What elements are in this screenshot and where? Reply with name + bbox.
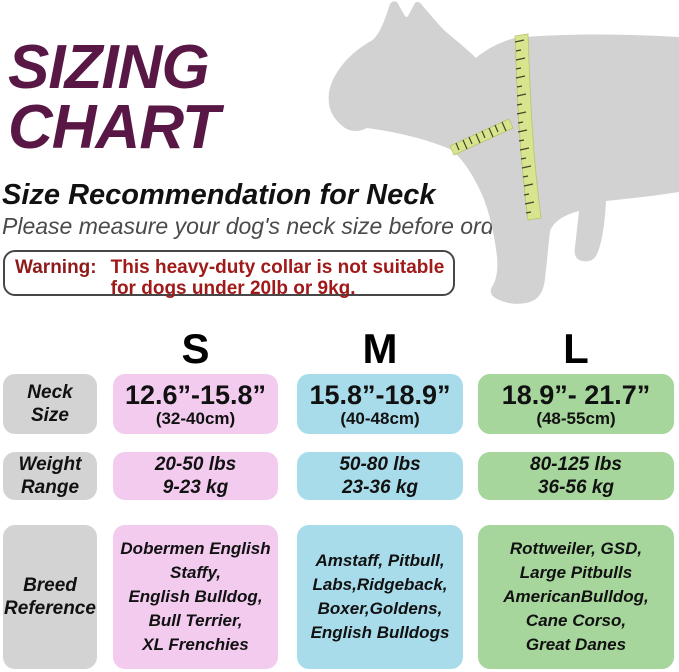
neck-size-row: Neck Size 12.6”-15.8” (32-40cm) 15.8”-18… [3, 374, 676, 434]
measuring-tape-vertical [514, 33, 542, 221]
neck-inches-m: 15.8”-18.9” [309, 379, 451, 410]
breed-cell-m: Amstaff, Pitbull, Labs,Ridgeback, Boxer,… [297, 525, 463, 669]
breed-cell-l: Rottweiler, GSD, Large Pitbulls American… [478, 525, 674, 669]
weight-lbs-l: 80-125 lbs [530, 454, 622, 475]
weight-lbs-s: 20-50 lbs [154, 454, 237, 475]
measuring-tape-diagonal-ticks [455, 121, 507, 151]
neck-inches-l: 18.9”- 21.7” [501, 379, 651, 410]
size-header-s: S [181, 325, 210, 372]
neck-inches-s: 12.6”-15.8” [124, 379, 267, 410]
header-spacer [3, 328, 97, 370]
weight-cell-l: 80-125 lbs 36-56 kg [478, 452, 674, 500]
row-label-breed-reference: Breed Reference [3, 525, 97, 669]
breed-cell-s: Dobermen English Staffy, English Bulldog… [113, 525, 278, 669]
warning-text: This heavy-duty collar is not suitable f… [110, 257, 445, 299]
weight-kg-m: 23-36 kg [341, 477, 419, 498]
neck-cm-s: (32-40cm) [155, 408, 236, 428]
breed-list-m: Amstaff, Pitbull, Labs,Ridgeback, Boxer,… [310, 551, 450, 642]
row-label-neck-size: Neck Size [3, 374, 97, 434]
sizing-table: S M L Neck Size 12.6”-15.8” (32-40cm) 15… [3, 328, 676, 669]
weight-kg-s: 9-23 kg [162, 477, 229, 498]
warning-label: Warning: [15, 257, 97, 278]
measure-note: Please measure your dog's neck size befo… [2, 213, 545, 239]
size-header-l: L [563, 325, 589, 372]
section-subtitle: Size Recommendation for Neck [2, 179, 436, 211]
page-title: SIZING CHART [8, 33, 220, 162]
row-label-weight-range: Weight Range [3, 452, 97, 500]
dog-silhouette [328, 1, 679, 304]
neck-cm-l: (48-55cm) [536, 408, 616, 428]
neck-size-cell-l: 18.9”- 21.7” (48-55cm) [478, 374, 674, 434]
weight-cell-m: 50-80 lbs 23-36 kg [297, 452, 463, 500]
dog-with-measuring-tape-illustration [328, 1, 679, 304]
breed-reference-row: Breed Reference Dobermen English Staffy,… [3, 525, 676, 669]
breed-list-l: Rottweiler, GSD, Large Pitbulls American… [503, 539, 649, 654]
weight-kg-l: 36-56 kg [537, 477, 615, 498]
warning-box: Warning: This heavy-duty collar is not s… [3, 250, 455, 299]
breed-list-s: Dobermen English Staffy, English Bulldog… [120, 539, 271, 654]
size-header-row: S M L [3, 328, 676, 370]
weight-range-row: Weight Range 20-50 lbs 9-23 kg 50-80 lbs… [3, 452, 676, 500]
neck-cm-m: (40-48cm) [340, 408, 420, 428]
size-header-m: M [362, 325, 398, 372]
weight-lbs-m: 50-80 lbs [339, 454, 421, 475]
neck-size-cell-m: 15.8”-18.9” (40-48cm) [297, 374, 463, 434]
measuring-tape-vertical-ticks [514, 39, 535, 214]
weight-cell-s: 20-50 lbs 9-23 kg [113, 452, 278, 500]
neck-size-cell-s: 12.6”-15.8” (32-40cm) [113, 374, 278, 434]
